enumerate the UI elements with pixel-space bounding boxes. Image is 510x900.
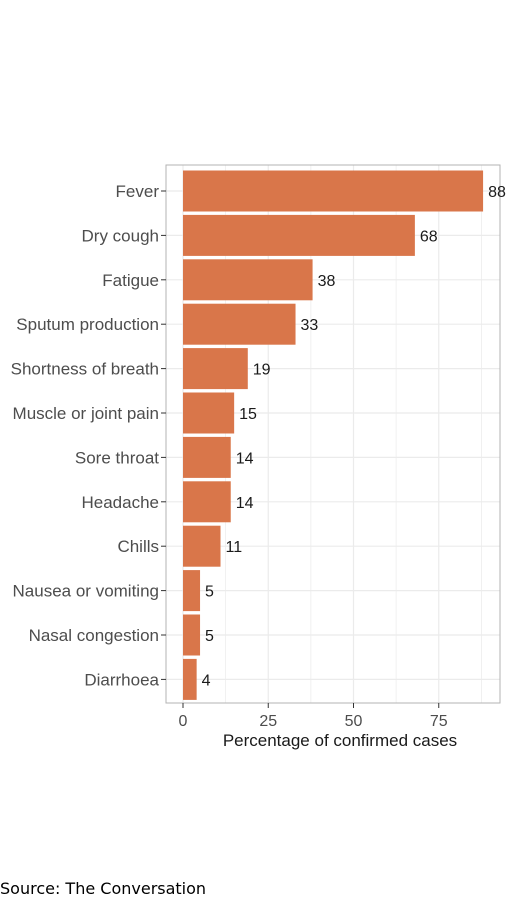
bar-value-label: 5: [205, 584, 214, 601]
bar-value-label: 19: [253, 362, 271, 379]
category-labels: Fever Dry cough Fatigue Sputum production Sh…: [11, 182, 166, 689]
bar: [183, 436, 231, 478]
bar-value-label: 5: [205, 628, 214, 645]
bar: [183, 303, 296, 345]
category-label: Fatigue: [102, 271, 159, 290]
category-label: Diarrhoea: [84, 670, 159, 689]
category-label: Sore throat: [75, 448, 159, 467]
x-tick-label: 50: [345, 713, 363, 730]
bar: [183, 170, 484, 212]
bar: [183, 525, 221, 567]
x-axis-title: Percentage of confirmed cases: [223, 731, 457, 750]
bar-value-label: 14: [236, 450, 254, 467]
category-label: Muscle or joint pain: [13, 404, 159, 423]
bar: [183, 392, 235, 434]
bar: [183, 348, 248, 390]
bar-value-label: 11: [226, 539, 243, 556]
bar: [183, 658, 197, 700]
bar-value-label: 14: [236, 495, 254, 512]
category-label: Chills: [117, 537, 159, 556]
bar-value-labels: 88 68 38 33 19 15 14 14 11 5 5 4: [202, 184, 506, 689]
bar: [183, 214, 415, 256]
category-label: Dry cough: [82, 226, 159, 245]
bar-value-label: 88: [488, 184, 506, 201]
bar-value-label: 4: [202, 672, 211, 689]
x-tick-label: 0: [179, 713, 188, 730]
bar: [183, 614, 201, 656]
bar: [183, 259, 313, 301]
category-label: Fever: [116, 182, 160, 201]
category-label: Sputum production: [16, 315, 159, 334]
category-label: Nasal congestion: [29, 626, 159, 645]
x-tick-label: 25: [259, 713, 277, 730]
source-caption: Source: The Conversation: [0, 879, 207, 898]
category-label: Nausea or vomiting: [13, 582, 159, 601]
bar-value-label: 68: [420, 228, 438, 245]
bar-value-label: 38: [318, 273, 336, 290]
x-tick-label: 75: [430, 713, 448, 730]
bar: [183, 570, 201, 612]
bar: [183, 481, 231, 523]
x-axis-ticks: 0 25 50 75: [179, 703, 448, 730]
bar-value-label: 33: [301, 317, 319, 334]
category-label: Shortness of breath: [11, 360, 159, 379]
category-label: Headache: [81, 493, 159, 512]
bar-value-label: 15: [239, 406, 257, 423]
bars: [183, 170, 484, 700]
panel-border: [165, 164, 501, 704]
